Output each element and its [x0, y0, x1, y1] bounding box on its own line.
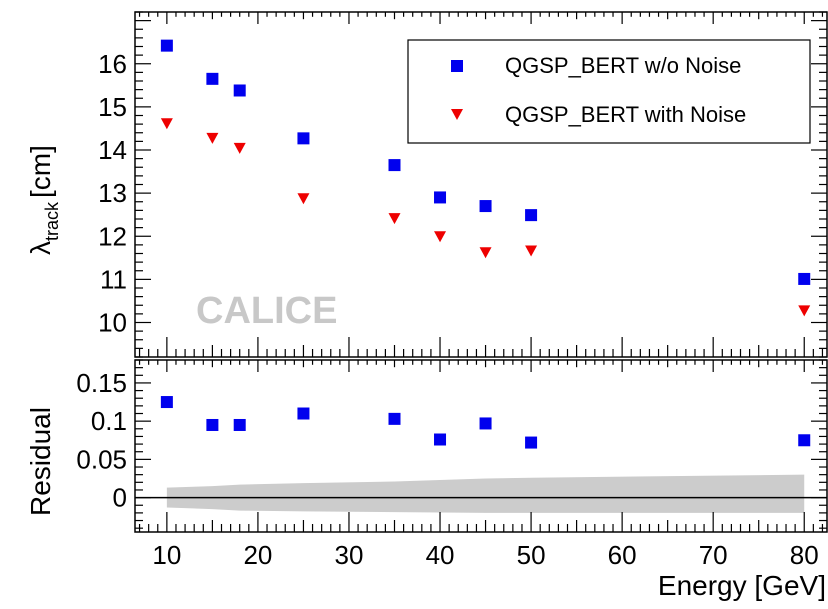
- with-noise-point: [297, 193, 310, 205]
- x-tick-label: 30: [335, 540, 364, 570]
- residual-point: [206, 418, 219, 431]
- wo-noise-point: [525, 209, 538, 222]
- top-y-tick-label: 10: [98, 308, 127, 338]
- top-y-tick-label: 15: [98, 92, 127, 122]
- calice-watermark: CALICE: [196, 290, 337, 332]
- with-noise-point: [525, 245, 538, 257]
- legend: QGSP_BERT w/o Noise QGSP_BERT with Noise: [407, 39, 811, 144]
- residual-point: [525, 436, 538, 449]
- with-noise-point: [479, 247, 492, 259]
- x-tick-label: 40: [426, 540, 455, 570]
- x-tick-label: 80: [790, 540, 819, 570]
- wo-noise-point: [479, 200, 492, 213]
- wo-noise-point: [434, 191, 447, 204]
- bottom-y-tick-label: 0.15: [76, 368, 127, 398]
- with-noise-point: [798, 305, 811, 317]
- bottom-y-tick-label: 0: [113, 483, 127, 513]
- bottom-y-tick-label: 0.05: [76, 444, 127, 474]
- bottom-y-tick-label: 0.1: [91, 406, 127, 436]
- top-y-axis-label: λtrack[cm]: [25, 145, 62, 255]
- residual-point: [160, 396, 173, 409]
- wo-noise-point: [206, 72, 219, 85]
- residual-point: [388, 412, 401, 425]
- legend-marker-wo-noise: [451, 60, 463, 72]
- wo-noise-point: [798, 272, 811, 285]
- with-noise-point: [388, 213, 401, 225]
- with-noise-point: [160, 118, 173, 130]
- top-y-tick-label: 12: [98, 221, 127, 251]
- residual-point: [798, 434, 811, 447]
- with-noise-point: [233, 142, 246, 154]
- x-tick-label: 20: [243, 540, 272, 570]
- residual-point: [479, 417, 492, 430]
- bottom-plot-frame: [134, 359, 828, 533]
- legend-label-wo-noise: QGSP_BERT w/o Noise: [505, 53, 741, 78]
- residual-uncertainty-band: [166, 474, 805, 513]
- x-tick-label: 70: [699, 540, 728, 570]
- with-noise-point: [206, 132, 219, 144]
- x-axis-label: Energy [GeV]: [658, 570, 826, 601]
- wo-noise-point: [160, 39, 173, 52]
- legend-box: [407, 39, 811, 144]
- residual-point: [297, 407, 310, 420]
- legend-label-with-noise: QGSP_BERT with Noise: [505, 102, 746, 127]
- legend-marker-with-noise: [451, 109, 463, 120]
- top-y-tick-label: 11: [100, 264, 127, 294]
- top-y-tick-label: 14: [98, 135, 127, 165]
- x-tick-label: 50: [517, 540, 546, 570]
- residual-point: [233, 418, 246, 431]
- with-noise-point: [434, 231, 447, 243]
- wo-noise-point: [297, 132, 310, 145]
- residual-point: [434, 433, 447, 446]
- bottom-y-axis-label: Residual: [25, 407, 56, 516]
- wo-noise-point: [388, 159, 401, 172]
- x-tick-label: 60: [608, 540, 637, 570]
- top-y-tick-label: 13: [98, 178, 127, 208]
- wo-noise-point: [233, 84, 246, 97]
- x-tick-label: 10: [152, 540, 181, 570]
- top-y-tick-label: 16: [98, 49, 127, 79]
